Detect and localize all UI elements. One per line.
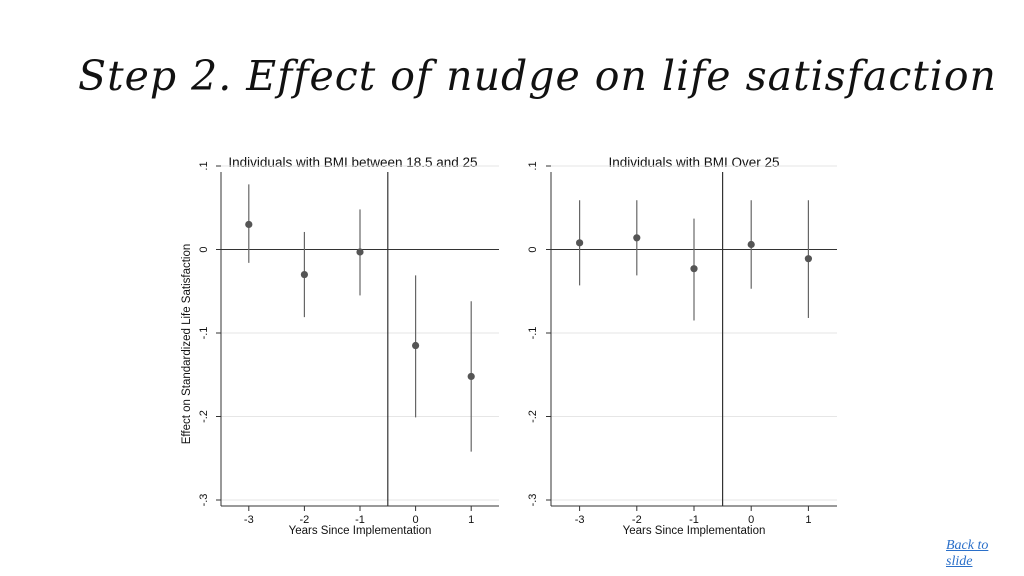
slide-title: Step 2. Effect of nudge on life satisfac… bbox=[78, 52, 997, 100]
x-tick-label: -2 bbox=[300, 514, 310, 526]
x-tick-label: -2 bbox=[632, 514, 642, 526]
y-tick-label: -.1 bbox=[198, 327, 210, 340]
panel-title: Individuals with BMI Over 25 bbox=[608, 155, 779, 170]
point-estimate bbox=[804, 255, 813, 263]
point-estimate bbox=[633, 234, 641, 242]
x-tick-label: 0 bbox=[413, 514, 419, 526]
y-tick-label: .1 bbox=[198, 161, 210, 170]
point-estimate bbox=[300, 270, 308, 279]
y-tick-label: -.3 bbox=[198, 494, 210, 507]
point-estimate bbox=[245, 220, 253, 229]
panel-title: Individuals with BMI between 18.5 and 25 bbox=[228, 155, 477, 170]
y-axis-label: Effect on Standardized Life Satisfaction bbox=[181, 244, 193, 445]
y-tick-label: 0 bbox=[527, 246, 539, 252]
point-estimate bbox=[690, 265, 698, 273]
y-tick-label: .1 bbox=[527, 161, 539, 170]
x-axis-label: Years Since Implementation bbox=[623, 525, 766, 537]
x-tick-label: 1 bbox=[468, 514, 474, 526]
x-tick-label: -1 bbox=[355, 514, 365, 526]
y-tick-label: -.2 bbox=[198, 410, 210, 423]
x-tick-label: -3 bbox=[575, 514, 585, 526]
x-tick-label: 1 bbox=[805, 514, 811, 526]
x-tick-label: 0 bbox=[748, 514, 754, 526]
y-tick-label: -.3 bbox=[527, 494, 539, 507]
y-tick-label: -.1 bbox=[527, 327, 539, 340]
point-estimate bbox=[576, 239, 584, 247]
point-estimate bbox=[747, 240, 755, 249]
point-estimate bbox=[467, 372, 475, 381]
x-axis-label: Years Since Implementation bbox=[289, 525, 432, 537]
y-tick-label: -.2 bbox=[527, 410, 539, 423]
point-estimate bbox=[356, 248, 364, 256]
x-tick-label: -1 bbox=[689, 514, 699, 526]
x-tick-label: -3 bbox=[244, 514, 254, 526]
back-to-slide-link[interactable]: Back to slide bbox=[946, 538, 989, 569]
point-estimate bbox=[412, 341, 420, 350]
y-tick-label: 0 bbox=[198, 246, 210, 252]
